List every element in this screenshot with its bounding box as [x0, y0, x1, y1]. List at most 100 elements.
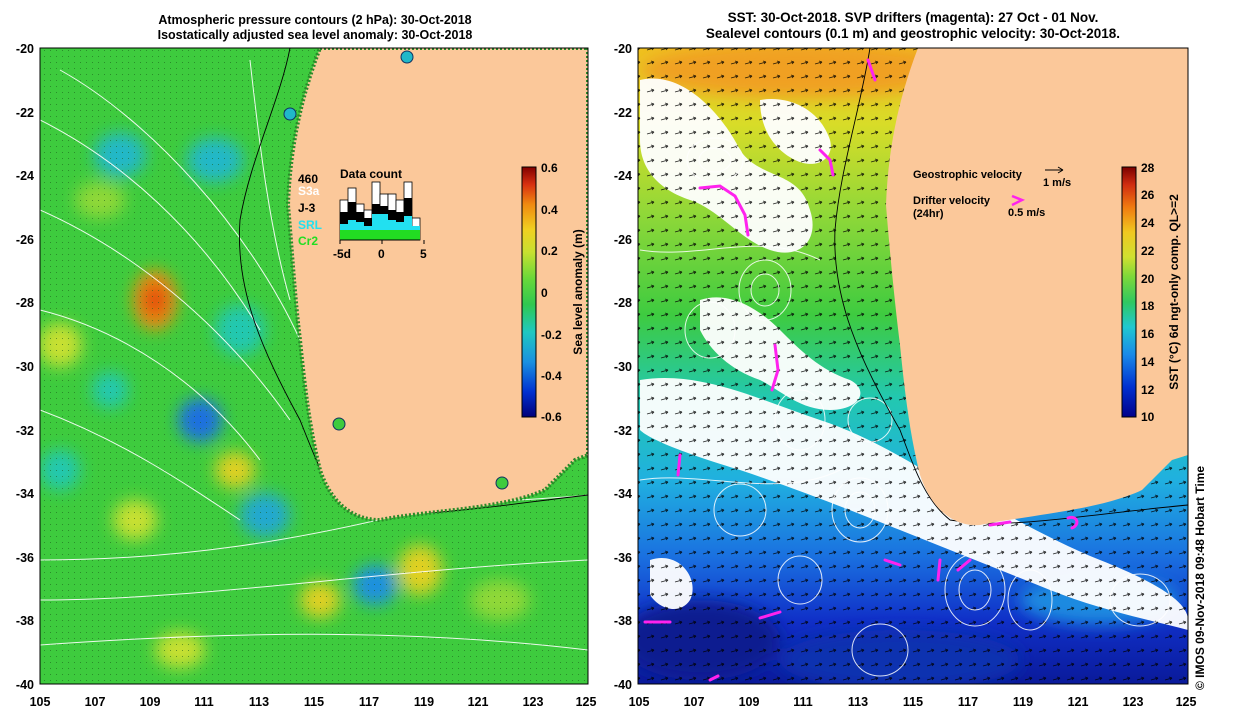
pressure-contours: [40, 59, 588, 651]
sla-cb-tick: -0.2: [541, 328, 562, 342]
australia-land: [886, 48, 1188, 526]
lon-tick: 119: [414, 695, 434, 709]
lon-tick: 115: [903, 695, 923, 709]
lon-tick: 121: [468, 695, 489, 709]
sst-cb-tick: 26: [1141, 188, 1155, 202]
right-lat-axis: -20 -22 -24 -26 -28 -30 -32 -34 -36 -38 …: [614, 42, 632, 692]
geo-velocity-label: Geostrophic velocity: [913, 169, 1023, 181]
right-title-line2: Sealevel contours (0.1 m) and geostrophi…: [705, 26, 1121, 41]
left-lon-axis: 105 107 109 111 113 115 117 119 121 123 …: [30, 695, 597, 709]
lat-tick: -40: [614, 678, 632, 692]
lat-tick: -36: [16, 551, 34, 565]
tide-gauge-marker: [400, 50, 414, 64]
lon-tick: 115: [304, 695, 324, 709]
lat-tick: -34: [614, 487, 632, 501]
sla-cb-tick: 0.2: [541, 244, 558, 258]
right-map-frame: [637, 47, 1189, 685]
sla-cb-tick: -0.4: [541, 369, 562, 383]
lon-tick: 113: [249, 695, 269, 709]
tide-gauge-marker: [495, 476, 509, 490]
legend-cr2: Cr2: [298, 234, 318, 248]
lon-tick: 117: [958, 695, 978, 709]
lon-tick: 107: [85, 695, 106, 709]
sealevel-contours: [639, 137, 1171, 677]
sst-cb-tick: 22: [1141, 244, 1155, 258]
left-title-line1: Atmospheric pressure contours (2 hPa): 3…: [158, 13, 472, 27]
lon-tick: 125: [576, 695, 597, 709]
sst-cb-tick: 18: [1141, 299, 1155, 313]
sla-cb-tick: -0.6: [541, 410, 562, 424]
tide-gauge-marker: [332, 417, 346, 431]
data-count-inset: 460 S3a J-3 SRL Cr2 Data count: [298, 167, 427, 261]
lon-tick: 119: [1013, 695, 1033, 709]
lon-tick: 107: [684, 695, 705, 709]
legend-j3: J-3: [298, 201, 316, 215]
lat-tick: -24: [614, 169, 632, 183]
lat-tick: -20: [16, 42, 34, 56]
lat-tick: -30: [16, 360, 34, 374]
lat-tick: -26: [614, 233, 632, 247]
lat-tick: -24: [16, 169, 34, 183]
lon-tick: 105: [30, 695, 51, 709]
sst-cb-tick: 10: [1141, 410, 1155, 424]
sst-cb-tick: 14: [1141, 355, 1155, 369]
lon-tick: 111: [194, 695, 214, 709]
lon-tick: 109: [739, 695, 760, 709]
data-count-xtick: 0: [378, 247, 385, 261]
sla-cb-tick: 0: [541, 286, 548, 300]
lat-tick: -26: [16, 233, 34, 247]
bathymetry-contour: [834, 48, 1188, 524]
lon-tick: 113: [848, 695, 868, 709]
geo-scale-label: 1 m/s: [1043, 177, 1071, 189]
lat-tick: -38: [16, 614, 34, 628]
sst-colorbar: 28 26 24 22 20 18 16 14 12 10 SST (°C) 6…: [1121, 161, 1181, 424]
lat-tick: -40: [16, 678, 34, 692]
legend-s3a: S3a: [298, 184, 320, 198]
data-count-xtick: -5d: [333, 247, 351, 261]
data-count-xtick: 5: [420, 247, 427, 261]
sst-cb-label: SST (°C) 6d ngt-only comp. QL>=2: [1167, 194, 1181, 390]
left-panel-title: Atmospheric pressure contours (2 hPa): 3…: [40, 13, 590, 43]
drifter-velocity-label: Drifter velocity: [913, 195, 991, 207]
sst-cb-tick: 12: [1141, 383, 1155, 397]
lat-tick: -38: [614, 614, 632, 628]
tide-gauge-marker: [283, 107, 297, 121]
lat-tick: -34: [16, 487, 34, 501]
australia-land: [285, 48, 588, 523]
bathymetry-contour: [238, 48, 588, 514]
legend-srl: SRL: [298, 218, 322, 232]
left-lat-axis: -20 -22 -24 -26 -28 -30 -32 -34 -36 -38 …: [16, 42, 34, 692]
data-count-bars: [339, 181, 421, 241]
right-title-line1: SST: 30-Oct-2018. SVP drifters (magenta)…: [727, 10, 1099, 25]
lon-tick: 123: [1123, 695, 1144, 709]
drifter-scale-arrow: [1011, 194, 1026, 207]
lat-tick: -32: [614, 424, 632, 438]
sla-cb-tick: 0.6: [541, 161, 558, 175]
sst-cb-tick: 16: [1141, 327, 1155, 341]
lon-tick: 117: [359, 695, 379, 709]
left-map-frame: [39, 47, 589, 685]
lat-tick: -22: [16, 106, 34, 120]
right-panel-title: SST: 30-Oct-2018. SVP drifters (magenta)…: [638, 10, 1188, 42]
lat-tick: -30: [614, 360, 632, 374]
lon-tick: 105: [629, 695, 650, 709]
sla-colorbar: 0.6 0.4 0.2 0 -0.2 -0.4 -0.6 Sea level a…: [521, 161, 585, 424]
left-title-line2: Isostatically adjusted sea level anomaly…: [157, 28, 473, 42]
lat-tick: -32: [16, 424, 34, 438]
drifter-tracks: [643, 58, 1079, 682]
sla-cb-tick: 0.4: [541, 203, 558, 217]
lat-tick: -36: [614, 551, 632, 565]
left-map: [40, 48, 588, 684]
drifter-velocity-label-2: (24hr): [913, 208, 944, 220]
sst-cb-tick: 20: [1141, 272, 1155, 286]
lon-tick: 121: [1068, 695, 1089, 709]
lon-tick: 125: [1176, 695, 1197, 709]
sst-cb-tick: 24: [1141, 216, 1155, 230]
lat-tick: -20: [614, 42, 632, 56]
lon-tick: 111: [793, 695, 813, 709]
data-count-title: Data count: [340, 167, 402, 181]
lon-tick: 123: [523, 695, 544, 709]
sla-cb-label: Sea level anomaly (m): [571, 229, 585, 354]
data-count-total: 460: [298, 172, 318, 186]
